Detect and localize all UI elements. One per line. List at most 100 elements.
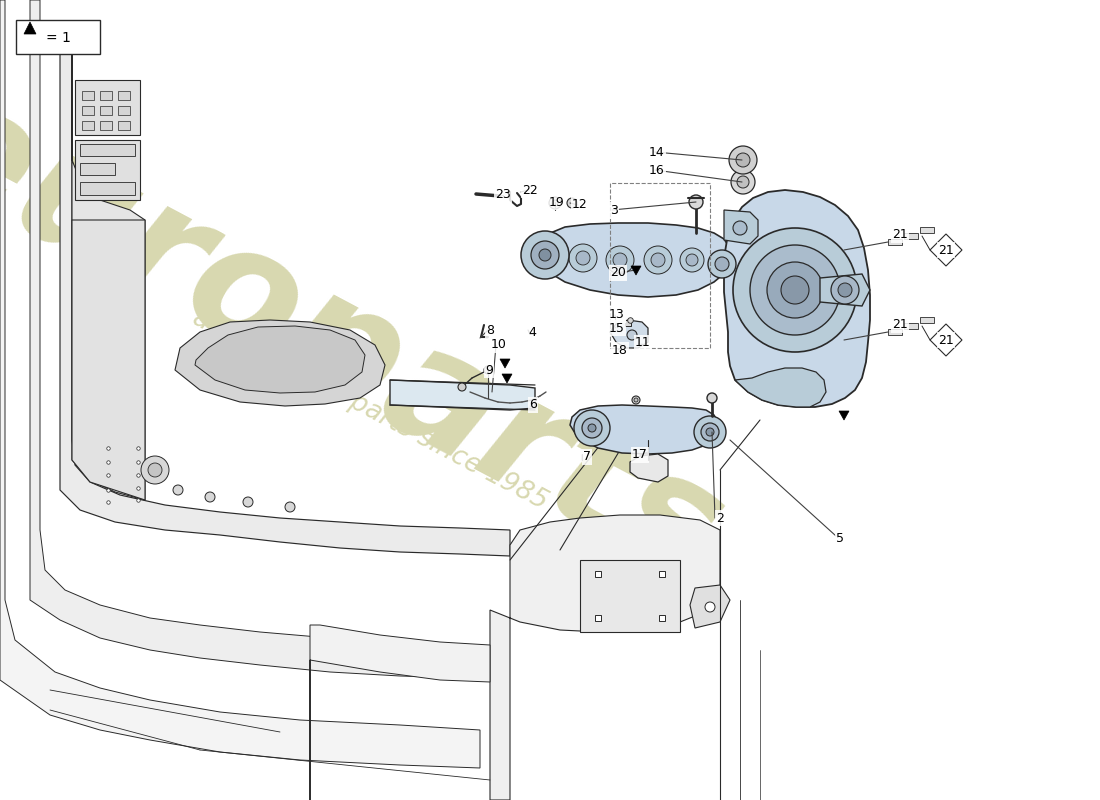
Polygon shape <box>724 190 870 407</box>
Circle shape <box>566 198 578 208</box>
Circle shape <box>644 246 672 274</box>
Text: 21: 21 <box>938 243 954 257</box>
Text: 22: 22 <box>522 183 538 197</box>
Text: 11: 11 <box>635 337 651 350</box>
Polygon shape <box>175 320 385 406</box>
Polygon shape <box>60 40 510 556</box>
Circle shape <box>651 253 666 267</box>
Text: 16: 16 <box>649 163 664 177</box>
Circle shape <box>576 251 590 265</box>
Polygon shape <box>195 326 365 393</box>
Polygon shape <box>500 359 510 368</box>
Polygon shape <box>82 106 94 115</box>
Polygon shape <box>100 121 112 130</box>
Circle shape <box>715 257 729 271</box>
Circle shape <box>708 250 736 278</box>
Circle shape <box>680 248 704 272</box>
Text: 21: 21 <box>938 334 954 346</box>
Polygon shape <box>118 91 130 100</box>
Circle shape <box>484 366 492 374</box>
Text: 21: 21 <box>892 318 907 331</box>
Circle shape <box>750 245 840 335</box>
Circle shape <box>707 393 717 403</box>
Polygon shape <box>580 560 680 632</box>
Circle shape <box>732 170 755 194</box>
Text: 14: 14 <box>649 146 664 158</box>
Circle shape <box>781 276 808 304</box>
Text: 13: 13 <box>609 309 625 322</box>
Polygon shape <box>888 329 902 335</box>
FancyBboxPatch shape <box>16 20 100 54</box>
Polygon shape <box>82 121 94 130</box>
Circle shape <box>634 398 638 402</box>
Polygon shape <box>904 323 918 329</box>
Circle shape <box>539 249 551 261</box>
Circle shape <box>694 416 726 448</box>
Text: 20: 20 <box>610 266 626 279</box>
Polygon shape <box>0 0 480 768</box>
Polygon shape <box>930 324 962 356</box>
Text: 7: 7 <box>583 450 591 463</box>
Text: 19: 19 <box>549 195 565 209</box>
Text: 5: 5 <box>836 531 844 545</box>
Circle shape <box>689 195 703 209</box>
Polygon shape <box>888 239 902 245</box>
Polygon shape <box>72 40 145 500</box>
Text: 17: 17 <box>632 449 648 462</box>
Polygon shape <box>631 266 641 275</box>
Circle shape <box>706 428 714 436</box>
Polygon shape <box>75 80 140 135</box>
Polygon shape <box>904 233 918 239</box>
Circle shape <box>737 176 749 188</box>
Polygon shape <box>310 625 490 800</box>
Polygon shape <box>735 368 826 407</box>
Circle shape <box>549 197 561 209</box>
Polygon shape <box>118 121 130 130</box>
Text: 23: 23 <box>495 189 510 202</box>
Circle shape <box>574 410 611 446</box>
Polygon shape <box>532 223 732 297</box>
Circle shape <box>632 396 640 404</box>
Polygon shape <box>118 106 130 115</box>
Polygon shape <box>82 91 94 100</box>
Circle shape <box>552 200 558 206</box>
Polygon shape <box>72 220 145 500</box>
Circle shape <box>588 424 596 432</box>
Circle shape <box>285 502 295 512</box>
Polygon shape <box>100 106 112 115</box>
Circle shape <box>606 246 634 274</box>
Circle shape <box>458 383 466 391</box>
Polygon shape <box>80 182 135 195</box>
Polygon shape <box>24 22 36 34</box>
Circle shape <box>243 497 253 507</box>
Polygon shape <box>839 411 849 420</box>
Text: = 1: = 1 <box>45 31 70 45</box>
Circle shape <box>569 244 597 272</box>
Circle shape <box>729 146 757 174</box>
Circle shape <box>627 330 637 340</box>
Circle shape <box>705 602 715 612</box>
Text: 21: 21 <box>892 229 907 242</box>
Circle shape <box>521 231 569 279</box>
Text: 2: 2 <box>716 511 724 525</box>
Circle shape <box>205 492 214 502</box>
Polygon shape <box>390 380 535 410</box>
Polygon shape <box>75 140 140 200</box>
Text: 8: 8 <box>486 323 494 337</box>
Polygon shape <box>610 320 648 348</box>
Text: 18: 18 <box>612 343 628 357</box>
Polygon shape <box>80 163 116 175</box>
Circle shape <box>531 241 559 269</box>
Polygon shape <box>920 317 934 323</box>
Circle shape <box>736 153 750 167</box>
Polygon shape <box>930 234 962 266</box>
Polygon shape <box>820 274 870 306</box>
Text: 4: 4 <box>528 326 536 339</box>
Polygon shape <box>100 91 112 100</box>
Circle shape <box>141 456 169 484</box>
Polygon shape <box>502 374 512 383</box>
Circle shape <box>173 485 183 495</box>
Circle shape <box>686 254 698 266</box>
Circle shape <box>148 463 162 477</box>
Circle shape <box>701 423 719 441</box>
